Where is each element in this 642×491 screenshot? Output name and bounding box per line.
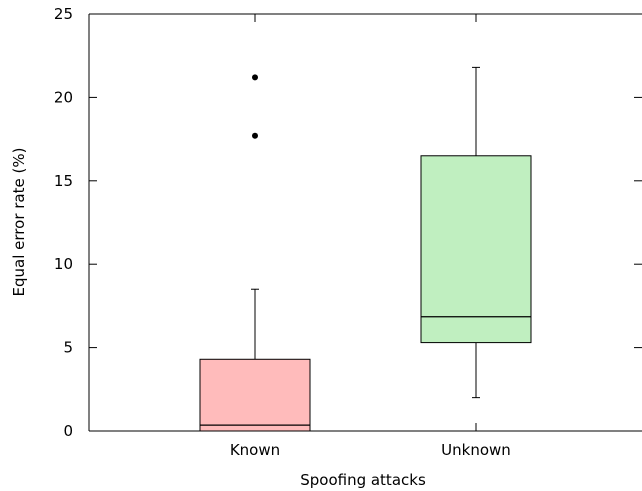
y-tick-label: 5	[63, 339, 73, 357]
box-known	[199, 358, 311, 432]
x-axis-label: Spoofing attacks	[300, 471, 426, 489]
box-unknown	[420, 155, 532, 344]
y-tick-label: 15	[54, 172, 73, 190]
y-axis-label: Equal error rate (%)	[10, 148, 28, 297]
y-tick-label: 0	[63, 422, 73, 440]
y-tick-label: 25	[54, 5, 73, 23]
x-tick-label: Known	[230, 441, 280, 459]
y-tick-label: 20	[54, 88, 73, 106]
y-tick-label: 10	[54, 255, 73, 273]
outlier-point	[252, 74, 258, 81]
x-tick-label: Unknown	[441, 441, 511, 459]
outlier-point	[252, 132, 258, 139]
